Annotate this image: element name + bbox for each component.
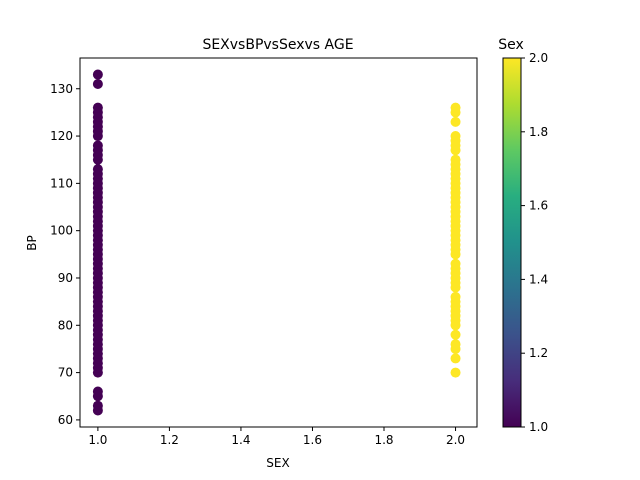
y-tick-label: 60 (58, 413, 73, 427)
x-tick-label: 1.8 (374, 433, 393, 447)
colorbar-tick-label: 1.6 (529, 199, 548, 213)
data-point (450, 258, 461, 269)
colorbar-tick-label: 1.4 (529, 272, 548, 286)
y-axis-label: BP (25, 235, 39, 250)
data-point (450, 367, 461, 378)
colorbar-label: Sex (498, 37, 524, 53)
data-point (92, 140, 103, 151)
data-point (92, 79, 103, 90)
y-tick-label: 120 (50, 129, 73, 143)
data-point (450, 131, 461, 142)
x-tick-label: 1.6 (303, 433, 322, 447)
x-tick-label: 2.0 (446, 433, 465, 447)
x-tick-label: 1.0 (88, 433, 107, 447)
data-point (450, 116, 461, 127)
y-tick-label: 70 (58, 366, 73, 380)
y-axis: 60 70 80 90 100 110 120 130 (50, 82, 80, 427)
x-tick-label: 1.4 (231, 433, 250, 447)
colorbar-tick-label: 1.2 (529, 346, 548, 360)
data-point (450, 353, 461, 364)
colorbar-tick-label: 2.0 (529, 51, 548, 65)
colorbar-ticks: 1.0 1.2 1.4 1.6 1.8 2.0 (521, 51, 548, 434)
data-point (450, 339, 461, 350)
colorbar-tick-label: 1.0 (529, 420, 548, 434)
y-tick-label: 130 (50, 82, 73, 96)
data-point (450, 154, 461, 165)
x-axis-label: SEX (266, 456, 289, 470)
chart-title: SEXvsBPvsSexvs AGE (202, 37, 353, 53)
x-axis: 1.0 1.2 1.4 1.6 1.8 2.0 (88, 427, 465, 447)
plot-area (79, 57, 478, 428)
x-tick-label: 1.2 (160, 433, 179, 447)
colorbar-gradient (502, 57, 522, 428)
data-point (92, 386, 103, 397)
data-point (450, 291, 461, 302)
y-tick-label: 80 (58, 318, 73, 332)
scatter-points (92, 69, 461, 416)
y-tick-label: 90 (58, 271, 73, 285)
data-point (450, 102, 461, 113)
data-point (92, 400, 103, 411)
data-point (92, 69, 103, 80)
data-point (92, 102, 103, 113)
data-point (450, 329, 461, 340)
y-tick-label: 100 (50, 224, 73, 238)
y-tick-label: 110 (50, 176, 73, 190)
colorbar: Sex 1.0 1.2 1.4 1.6 1.8 2.0 (498, 37, 548, 434)
data-point (92, 164, 103, 175)
colorbar-tick-label: 1.8 (529, 125, 548, 139)
